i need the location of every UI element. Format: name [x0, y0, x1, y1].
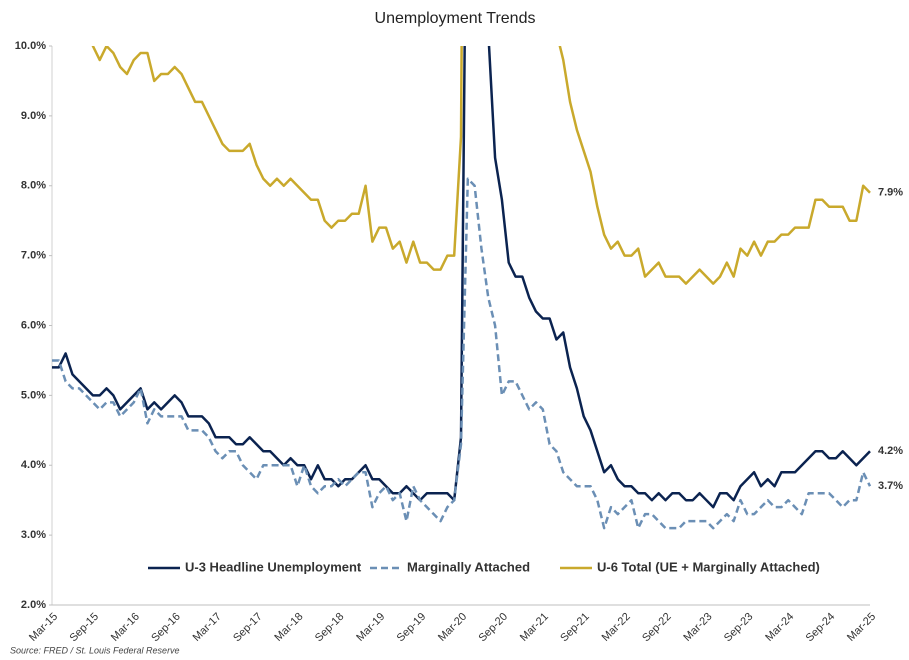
- end-label: 4.2%: [878, 445, 903, 457]
- x-tick-label: Sep-19: [395, 611, 429, 645]
- x-tick-label: Sep-16: [149, 611, 183, 645]
- chart-title: Unemployment Trends: [375, 10, 536, 27]
- y-tick-label: 7.0%: [21, 250, 46, 262]
- x-tick-label: Mar-16: [109, 611, 142, 644]
- x-tick-label: Mar-18: [272, 611, 305, 644]
- legend-label: U-6 Total (UE + Marginally Attached): [597, 559, 820, 574]
- y-tick-label: 4.0%: [21, 459, 46, 471]
- series-line: [91, 46, 871, 285]
- x-tick-label: Mar-25: [845, 611, 878, 644]
- y-tick-label: 9.0%: [21, 110, 46, 122]
- x-tick-label: Mar-23: [681, 611, 714, 644]
- y-tick-label: 6.0%: [21, 319, 46, 331]
- y-tick-label: 5.0%: [21, 389, 46, 401]
- x-tick-label: Mar-22: [600, 611, 633, 644]
- legend-label: Marginally Attached: [407, 559, 530, 574]
- x-tick-label: Sep-17: [231, 611, 265, 645]
- plot-area: [52, 46, 872, 530]
- x-tick-label: Sep-21: [558, 611, 592, 645]
- series-line: [52, 177, 872, 530]
- end-label: 3.7%: [878, 480, 903, 492]
- x-tick-label: Mar-17: [191, 611, 224, 644]
- end-label: 7.9%: [878, 187, 903, 199]
- x-tick-label: Mar-21: [518, 611, 551, 644]
- x-tick-label: Sep-23: [722, 611, 756, 645]
- x-tick-label: Mar-19: [354, 611, 387, 644]
- y-tick-label: 8.0%: [21, 180, 46, 192]
- x-tick-label: Sep-18: [313, 611, 347, 645]
- x-tick-label: Sep-22: [640, 611, 674, 645]
- legend-label: U-3 Headline Unemployment: [185, 559, 362, 574]
- y-tick-label: 10.0%: [15, 40, 46, 52]
- x-tick-label: Mar-24: [763, 611, 796, 644]
- y-tick-label: 3.0%: [21, 529, 46, 541]
- y-tick-label: 2.0%: [21, 599, 46, 611]
- x-tick-label: Mar-15: [27, 611, 60, 644]
- x-tick-label: Sep-20: [476, 611, 510, 645]
- source-note: Source: FRED / St. Louis Federal Reserve: [10, 645, 180, 655]
- x-tick-label: Mar-20: [436, 611, 469, 644]
- x-tick-label: Sep-15: [67, 611, 101, 645]
- x-tick-label: Sep-24: [804, 611, 838, 645]
